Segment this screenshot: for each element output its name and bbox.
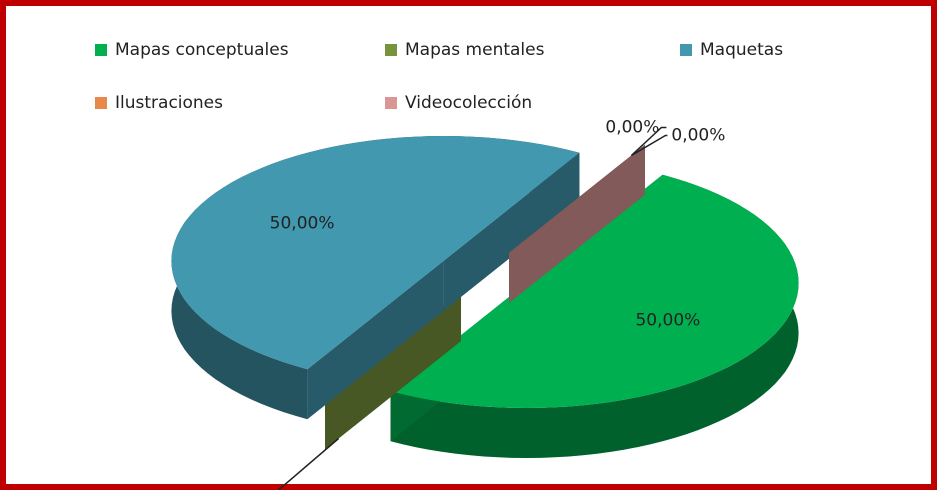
slice-wall (443, 152, 580, 311)
data-label: 0,00% (671, 125, 725, 145)
legend-swatch (385, 44, 397, 56)
legend-label: Videocolección (405, 93, 532, 113)
data-label: 50,00% (270, 213, 335, 233)
slice-side (390, 174, 799, 459)
legend-swatch (95, 44, 107, 56)
legend-label: Mapas conceptuales (115, 40, 289, 60)
data-label: 50,00% (635, 311, 700, 331)
leader-line (631, 134, 668, 157)
legend-swatch (680, 44, 692, 56)
legend-swatch (95, 97, 107, 109)
leader-line (630, 126, 667, 157)
legend: Mapas conceptuales Mapas mentales Maquetas… (95, 40, 783, 113)
slice-top (390, 174, 799, 408)
data-label: 0,00% (213, 489, 267, 490)
slice-top (171, 136, 580, 370)
legend-label: Mapas mentales (405, 40, 545, 60)
leader-line (277, 437, 340, 490)
slice-wall (509, 144, 645, 303)
pie (171, 136, 799, 459)
legend-label: Ilustraciones (115, 93, 223, 113)
legend-swatch (385, 97, 397, 109)
data-labels: 50,00% 0,00% 50,00% 0,00% 0,00% (213, 117, 725, 490)
legend-label: Maquetas (700, 40, 783, 60)
slice-wall (325, 291, 461, 450)
data-label: 0,00% (605, 117, 659, 137)
slice-wall (307, 261, 444, 420)
